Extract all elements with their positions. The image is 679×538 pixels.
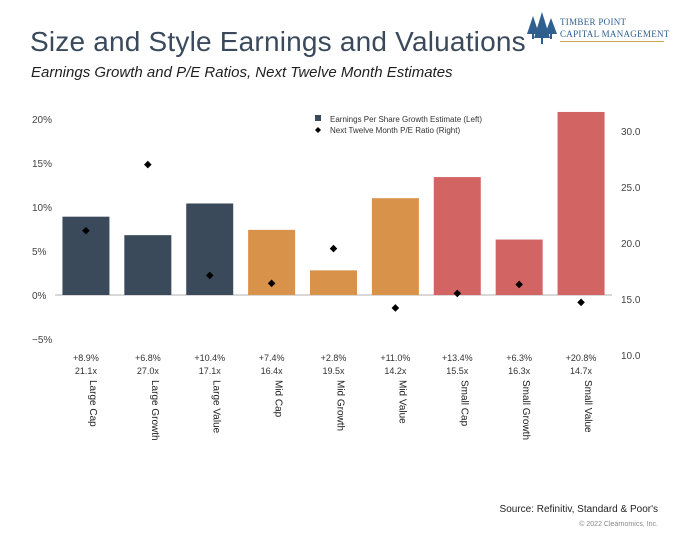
right-axis-tick-label: 30.0 <box>621 127 641 138</box>
source-note: Source: Refinitiv, Standard & Poor's <box>499 504 658 515</box>
category-label: Small Cap <box>458 380 469 427</box>
left-axis-tick-label: 15% <box>32 159 52 170</box>
pe-data-label: 15.5x <box>446 366 469 376</box>
category-label: Small Value <box>582 380 593 433</box>
legend-swatch-pe <box>315 127 321 133</box>
left-axis-tick-label: −5% <box>32 335 52 346</box>
right-axis-tick-label: 25.0 <box>621 183 641 194</box>
eps-data-label: +13.4% <box>442 353 473 363</box>
company-logo: TIMBER POINT CAPITAL MANAGEMENT <box>527 12 670 52</box>
legend-swatch-eps <box>315 115 321 121</box>
left-axis-tick-label: 0% <box>32 291 47 302</box>
legend-label-eps: Earnings Per Share Growth Estimate (Left… <box>330 115 482 124</box>
pe-data-label: 17.1x <box>199 366 222 376</box>
bar-small-value <box>557 111 605 296</box>
eps-data-label: +2.8% <box>321 353 347 363</box>
eps-data-label: +8.9% <box>73 353 99 363</box>
pe-marker-large-cap <box>82 226 90 235</box>
eps-data-label: +6.8% <box>135 353 161 363</box>
pe-data-label: 14.2x <box>384 366 407 376</box>
pe-marker-mid-cap <box>267 279 276 288</box>
pe-data-label: 16.4x <box>261 366 284 376</box>
category-label: Large Value <box>211 380 222 434</box>
pe-data-label: 16.3x <box>508 366 531 376</box>
right-axis-tick-label: 20.0 <box>621 239 641 250</box>
legend-label-pe: Next Twelve Month P/E Ratio (Right) <box>330 126 460 135</box>
pe-marker-mid-growth <box>329 244 338 253</box>
eps-data-label: +10.4% <box>194 353 225 363</box>
right-axis-tick-label: 10.0 <box>621 351 641 362</box>
logo-line1: TIMBER POINT <box>560 17 627 27</box>
pe-data-label: 21.1x <box>75 366 98 376</box>
pe-data-label: 27.0x <box>137 366 160 376</box>
category-label: Large Growth <box>149 380 160 441</box>
logo-rule <box>560 41 664 42</box>
pe-marker-large-value <box>205 271 214 280</box>
eps-data-label: +6.3% <box>506 353 532 363</box>
eps-data-label: +7.4% <box>259 353 285 363</box>
eps-data-label: +11.0% <box>380 353 410 363</box>
left-axis-tick-label: 5% <box>32 247 47 258</box>
right-axis-tick-label: 15.0 <box>621 295 641 306</box>
category-label: Large Cap <box>87 380 98 427</box>
pe-marker-small-value <box>577 298 585 307</box>
category-label: Mid Cap <box>273 380 284 418</box>
pe-marker-mid-value <box>391 304 400 312</box>
bar-mid-value <box>371 198 419 295</box>
pe-data-label: 19.5x <box>322 366 345 376</box>
chart-subtitle: Earnings Growth and P/E Ratios, Next Twe… <box>31 64 453 81</box>
category-label: Mid Value <box>396 380 407 424</box>
eps-data-label: +20.8% <box>566 353 597 363</box>
chart-title: Size and Style Earnings and Valuations <box>30 26 526 57</box>
bar-large-value <box>186 203 234 295</box>
pe-data-label: 14.7x <box>570 366 593 376</box>
pe-marker-small-growth <box>515 280 523 289</box>
bar-large-growth <box>124 235 172 295</box>
category-label: Small Growth <box>520 380 531 440</box>
left-axis-tick-label: 10% <box>32 203 52 214</box>
pe-marker-small-cap <box>453 289 462 298</box>
bar-mid-growth <box>310 270 357 295</box>
bar-small-cap <box>433 177 481 295</box>
category-label: Mid Growth <box>335 380 346 431</box>
left-axis-tick-label: 20% <box>32 115 52 126</box>
tree-logo-icon <box>527 12 557 44</box>
pe-marker-large-growth <box>144 160 152 169</box>
logo-line2: CAPITAL MANAGEMENT <box>560 29 670 39</box>
copyright-note: © 2022 Clearnomics, Inc. <box>579 521 658 528</box>
